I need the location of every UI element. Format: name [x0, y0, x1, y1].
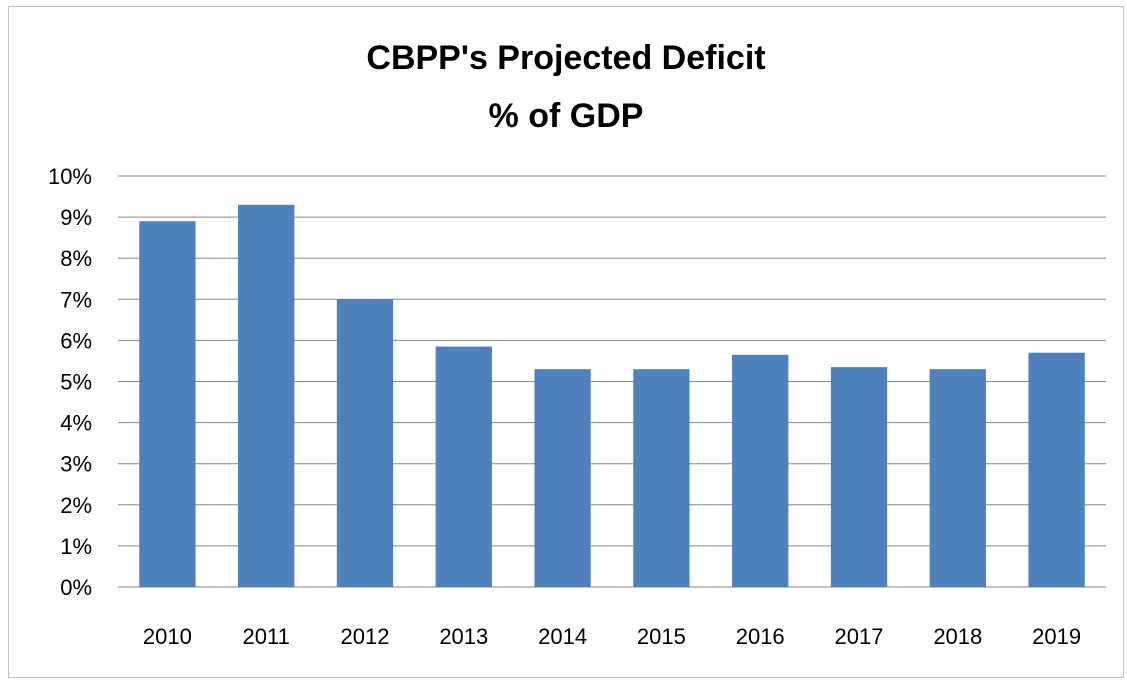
x-tick-label: 2011 — [243, 624, 290, 649]
bar-2015 — [633, 369, 690, 587]
bar-2013 — [435, 346, 492, 587]
chart-subtitle: % of GDP — [488, 97, 644, 135]
x-tick-label: 2014 — [538, 624, 587, 649]
x-axis-tick-labels: 2010 2011 2012 2013 2014 2015 2016 2017 2018 2019 — [143, 624, 1081, 649]
y-tick-label: 9% — [60, 205, 92, 230]
y-tick-label: 6% — [60, 328, 92, 353]
x-tick-label: 2018 — [933, 624, 982, 649]
y-tick-label: 3% — [60, 452, 92, 477]
chart-title: CBPP's Projected Deficit — [366, 39, 766, 77]
bar-2018 — [929, 369, 986, 587]
y-axis-tick-labels: 0% 1% 2% 3% 4% 5% 6% 7% 8% 9% 10% — [48, 164, 92, 600]
y-tick-label: 8% — [60, 246, 92, 271]
x-tick-label: 2017 — [835, 624, 884, 649]
y-tick-label: 7% — [60, 287, 92, 312]
x-tick-label: 2016 — [736, 624, 785, 649]
x-tick-label: 2015 — [637, 624, 686, 649]
bar-2016 — [732, 354, 789, 587]
bar-2014 — [534, 369, 591, 587]
bar-2019 — [1028, 352, 1085, 587]
y-tick-label: 2% — [60, 493, 92, 518]
bar-2010 — [139, 221, 196, 587]
y-tick-label: 0% — [60, 575, 92, 600]
y-tick-label: 10% — [48, 164, 92, 189]
y-tick-label: 1% — [60, 534, 92, 559]
x-tick-label: 2013 — [439, 624, 488, 649]
bar-2017 — [830, 367, 888, 587]
y-tick-label: 4% — [60, 411, 92, 436]
bar-2012 — [336, 299, 394, 587]
y-tick-label: 5% — [60, 370, 92, 395]
x-tick-label: 2019 — [1032, 624, 1081, 649]
x-tick-label: 2010 — [143, 624, 192, 649]
bar-2011 — [238, 204, 295, 587]
bars — [139, 204, 1085, 587]
x-tick-label: 2012 — [341, 624, 390, 649]
